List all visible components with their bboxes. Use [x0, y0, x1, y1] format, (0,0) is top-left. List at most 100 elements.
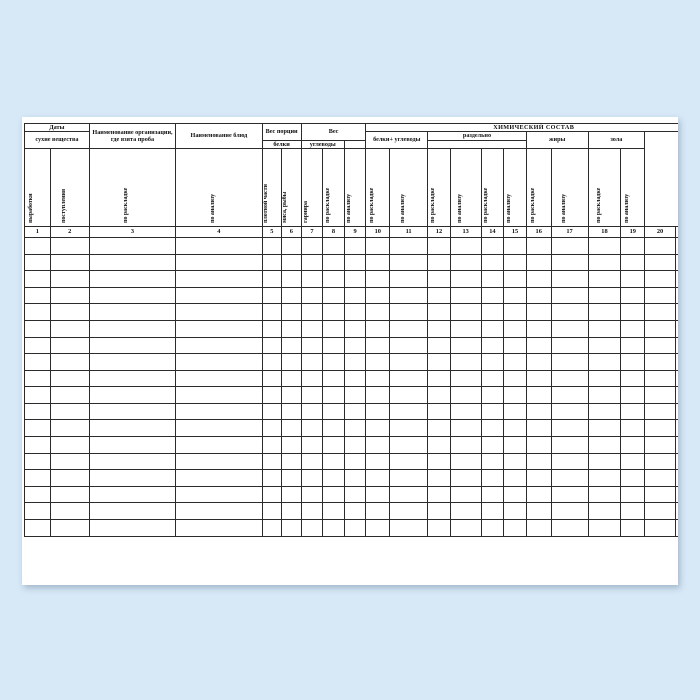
- table-cell[interactable]: [587, 452, 622, 471]
- table-cell[interactable]: [322, 469, 345, 487]
- table-cell[interactable]: [175, 485, 263, 504]
- table-cell[interactable]: [300, 353, 324, 371]
- table-cell[interactable]: [261, 369, 283, 388]
- table-cell[interactable]: [480, 419, 505, 438]
- table-cell[interactable]: [587, 319, 622, 338]
- table-cell[interactable]: [389, 303, 429, 321]
- table-cell[interactable]: [88, 402, 177, 421]
- table-cell[interactable]: [365, 303, 391, 321]
- table-cell[interactable]: [365, 519, 391, 537]
- table-cell[interactable]: [525, 353, 552, 371]
- table-cell[interactable]: [480, 402, 505, 421]
- table-cell[interactable]: [389, 270, 429, 288]
- table-cell[interactable]: [389, 502, 429, 521]
- table-cell[interactable]: [503, 236, 527, 255]
- table-cell[interactable]: [674, 319, 678, 338]
- table-cell[interactable]: [49, 353, 90, 371]
- table-cell[interactable]: [300, 419, 324, 438]
- table-cell[interactable]: [674, 402, 678, 421]
- table-cell[interactable]: [343, 353, 367, 371]
- table-cell[interactable]: [525, 485, 552, 504]
- table-cell[interactable]: [449, 402, 482, 421]
- table-cell[interactable]: [674, 469, 678, 487]
- table-cell[interactable]: [88, 369, 177, 388]
- table-cell[interactable]: [449, 485, 482, 504]
- table-cell[interactable]: [389, 485, 429, 504]
- table-cell[interactable]: [674, 353, 678, 371]
- table-cell[interactable]: [550, 485, 589, 504]
- table-cell[interactable]: [674, 419, 678, 438]
- table-row[interactable]: [24, 303, 678, 321]
- table-cell[interactable]: [261, 386, 283, 404]
- table-cell[interactable]: [49, 452, 90, 471]
- table-cell[interactable]: [674, 236, 678, 255]
- table-cell[interactable]: [365, 419, 391, 438]
- table-cell[interactable]: [449, 419, 482, 438]
- table-cell[interactable]: [587, 485, 622, 504]
- table-cell[interactable]: [620, 303, 646, 321]
- table-cell[interactable]: [644, 369, 676, 388]
- table-cell[interactable]: [261, 519, 283, 537]
- table-cell[interactable]: [24, 336, 51, 355]
- table-cell[interactable]: [389, 419, 429, 438]
- table-cell[interactable]: [261, 402, 283, 421]
- table-cell[interactable]: [550, 236, 589, 255]
- table-cell[interactable]: [281, 319, 302, 338]
- table-cell[interactable]: [525, 519, 552, 537]
- table-cell[interactable]: [503, 369, 527, 388]
- table-cell[interactable]: [587, 469, 622, 487]
- table-cell[interactable]: [300, 319, 324, 338]
- table-cell[interactable]: [261, 286, 283, 305]
- table-cell[interactable]: [480, 386, 505, 404]
- table-row[interactable]: [24, 469, 678, 487]
- table-cell[interactable]: [427, 253, 451, 272]
- table-cell[interactable]: [261, 253, 283, 272]
- table-cell[interactable]: [261, 319, 283, 338]
- table-cell[interactable]: [587, 419, 622, 438]
- table-cell[interactable]: [300, 286, 324, 305]
- table-cell[interactable]: [24, 286, 51, 305]
- table-cell[interactable]: [281, 353, 302, 371]
- table-cell[interactable]: [343, 436, 367, 454]
- table-cell[interactable]: [644, 452, 676, 471]
- table-cell[interactable]: [175, 353, 263, 371]
- table-cell[interactable]: [620, 253, 646, 272]
- table-cell[interactable]: [365, 353, 391, 371]
- table-cell[interactable]: [365, 286, 391, 305]
- table-cell[interactable]: [620, 386, 646, 404]
- table-cell[interactable]: [281, 469, 302, 487]
- table-cell[interactable]: [480, 286, 505, 305]
- table-row[interactable]: [24, 286, 678, 305]
- table-cell[interactable]: [503, 286, 527, 305]
- table-cell[interactable]: [175, 452, 263, 471]
- table-cell[interactable]: [24, 469, 51, 487]
- table-cell[interactable]: [24, 369, 51, 388]
- table-cell[interactable]: [389, 236, 429, 255]
- table-cell[interactable]: [343, 336, 367, 355]
- table-cell[interactable]: [24, 419, 51, 438]
- table-cell[interactable]: [620, 353, 646, 371]
- table-cell[interactable]: [644, 353, 676, 371]
- table-cell[interactable]: [550, 436, 589, 454]
- table-cell[interactable]: [674, 502, 678, 521]
- table-cell[interactable]: [480, 353, 505, 371]
- table-cell[interactable]: [300, 402, 324, 421]
- table-cell[interactable]: [644, 236, 676, 255]
- table-cell[interactable]: [674, 253, 678, 272]
- table-cell[interactable]: [449, 253, 482, 272]
- table-cell[interactable]: [427, 286, 451, 305]
- table-cell[interactable]: [480, 452, 505, 471]
- table-row[interactable]: [24, 436, 678, 454]
- table-cell[interactable]: [49, 469, 90, 487]
- table-cell[interactable]: [343, 286, 367, 305]
- table-cell[interactable]: [620, 419, 646, 438]
- table-cell[interactable]: [674, 336, 678, 355]
- table-cell[interactable]: [480, 303, 505, 321]
- table-cell[interactable]: [550, 502, 589, 521]
- table-cell[interactable]: [281, 303, 302, 321]
- table-cell[interactable]: [175, 436, 263, 454]
- table-cell[interactable]: [365, 336, 391, 355]
- table-cell[interactable]: [261, 303, 283, 321]
- table-cell[interactable]: [365, 386, 391, 404]
- table-cell[interactable]: [261, 336, 283, 355]
